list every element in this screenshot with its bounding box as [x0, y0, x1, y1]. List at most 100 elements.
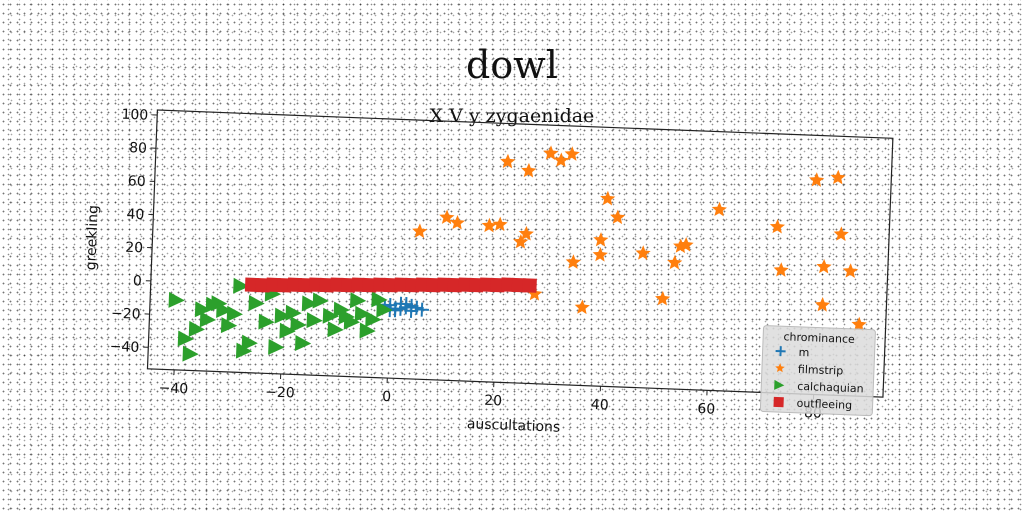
- data-point-calchaquian: [349, 292, 367, 309]
- data-point-calchaquian: [327, 321, 344, 338]
- data-point-calchaquian: [199, 311, 217, 328]
- data-point-filmstrip: [500, 153, 516, 169]
- y-tick-label: 60: [128, 173, 146, 190]
- data-point-filmstrip: [518, 225, 534, 241]
- legend-marker-calchaquian: [774, 379, 785, 390]
- data-point-filmstrip: [553, 152, 569, 168]
- data-point-calchaquian: [279, 322, 296, 339]
- plot-frame: [146, 109, 894, 398]
- data-point-filmstrip: [678, 237, 694, 252]
- data-point-calchaquian: [333, 301, 350, 318]
- data-point-calchaquian: [220, 317, 238, 334]
- data-point-filmstrip: [527, 285, 543, 301]
- data-point-filmstrip: [600, 190, 616, 206]
- data-point-calchaquian: [241, 334, 258, 351]
- data-point-calchaquian: [312, 292, 329, 309]
- data-point-calchaquian: [194, 301, 212, 318]
- data-point-filmstrip: [521, 162, 537, 178]
- data-point-filmstrip: [809, 172, 825, 187]
- legend-marker-m: [775, 346, 786, 357]
- data-point-filmstrip: [574, 299, 590, 315]
- chart-title: dowl: [466, 43, 558, 87]
- legend-box: [759, 325, 876, 417]
- data-point-calchaquian: [182, 345, 199, 362]
- legend-title: chrominance: [783, 330, 855, 346]
- legend-marker-outfleeing: [773, 396, 784, 408]
- data-point-filmstrip: [610, 209, 626, 225]
- data-point-m: [404, 303, 419, 318]
- x-tick-label: 60: [697, 401, 715, 418]
- data-point-calchaquian: [188, 320, 206, 337]
- legend-label-calchaquian: calchaquian: [797, 380, 864, 396]
- y-tick-label: 100: [121, 107, 148, 124]
- data-point-calchaquian: [258, 313, 275, 330]
- data-point-filmstrip: [851, 316, 867, 332]
- series-outfleeing: [244, 277, 537, 293]
- data-point-filmstrip: [711, 201, 727, 217]
- data-point-calchaquian: [376, 301, 393, 318]
- data-point-filmstrip: [655, 290, 671, 306]
- x-tick-label: −40: [158, 380, 188, 397]
- x-axis-label: auscultations: [467, 416, 561, 436]
- data-point-filmstrip: [481, 217, 497, 233]
- data-point-filmstrip: [492, 216, 508, 232]
- series-filmstrip: [412, 145, 867, 332]
- y-tick-label: 0: [133, 273, 143, 289]
- legend-marker-filmstrip: [775, 363, 785, 373]
- data-point-calchaquian: [343, 313, 361, 330]
- data-point-calchaquian: [235, 342, 253, 359]
- data-point-filmstrip: [816, 258, 832, 274]
- data-point-calchaquian: [354, 305, 372, 322]
- data-point-filmstrip: [412, 223, 428, 239]
- data-point-outfleeing: [522, 278, 537, 293]
- data-point-calchaquian: [371, 291, 388, 308]
- data-point-calchaquian: [226, 305, 243, 322]
- legend: chrominance m filmstrip calchaquianoutflee…: [759, 325, 876, 417]
- data-point-calchaquian: [233, 277, 250, 294]
- data-point-calchaquian: [306, 312, 323, 329]
- x-tick-label: 40: [591, 397, 609, 414]
- data-point-filmstrip: [564, 146, 580, 161]
- data-point-filmstrip: [593, 232, 609, 247]
- legend-label-filmstrip: filmstrip: [798, 363, 844, 378]
- data-point-filmstrip: [543, 145, 559, 161]
- x-tick-label: 20: [484, 393, 502, 410]
- data-point-calchaquian: [168, 291, 185, 308]
- data-point-calchaquian: [248, 294, 265, 311]
- data-point-filmstrip: [592, 246, 608, 262]
- y-tick-label: 40: [126, 207, 144, 224]
- data-point-calchaquian: [216, 302, 233, 319]
- data-point-filmstrip: [833, 226, 849, 241]
- legend-label-m: m: [798, 346, 809, 359]
- data-point-calchaquian: [294, 334, 312, 351]
- data-point-calchaquian: [301, 295, 319, 312]
- data-point-filmstrip: [769, 218, 786, 234]
- y-tick-label: −40: [109, 339, 139, 356]
- data-point-calchaquian: [322, 307, 339, 324]
- data-point-filmstrip: [830, 169, 846, 185]
- data-point-filmstrip: [673, 238, 689, 254]
- data-point-filmstrip: [814, 297, 831, 312]
- data-point-calchaquian: [211, 295, 228, 312]
- data-point-filmstrip: [439, 209, 455, 225]
- data-point-calchaquian: [359, 322, 376, 339]
- data-point-calchaquian: [365, 311, 382, 328]
- data-point-filmstrip: [513, 233, 529, 249]
- data-point-filmstrip: [842, 263, 859, 278]
- y-axis-label: greekling: [83, 205, 101, 271]
- data-point-calchaquian: [285, 304, 302, 321]
- x-tick-label: −20: [265, 384, 295, 401]
- data-point-calchaquian: [290, 316, 307, 333]
- x-tick-label: 0: [382, 389, 392, 405]
- data-point-calchaquian: [177, 330, 194, 347]
- data-point-m: [414, 302, 429, 317]
- data-marks: [168, 145, 867, 362]
- data-point-filmstrip: [565, 254, 581, 269]
- data-point-calchaquian: [268, 338, 285, 355]
- data-point-filmstrip: [667, 254, 683, 270]
- data-point-filmstrip: [773, 262, 789, 277]
